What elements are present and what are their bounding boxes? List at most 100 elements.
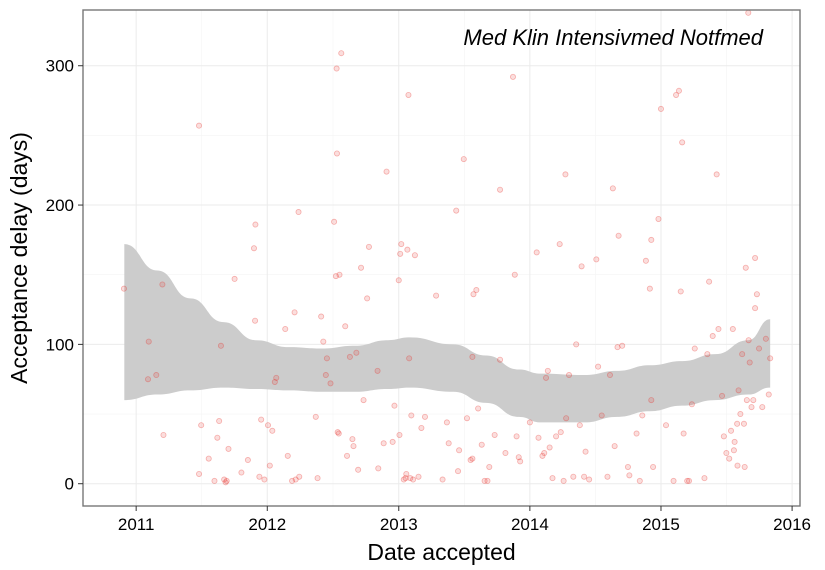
data-point bbox=[701, 475, 708, 482]
data-point bbox=[756, 345, 763, 352]
x-tick-label: 2015 bbox=[642, 515, 680, 534]
data-point bbox=[433, 292, 440, 299]
data-point bbox=[741, 463, 748, 470]
data-point bbox=[593, 256, 600, 263]
data-point bbox=[675, 87, 682, 94]
data-point bbox=[541, 450, 548, 457]
data-point bbox=[578, 263, 585, 270]
data-point bbox=[704, 351, 711, 358]
data-point bbox=[767, 355, 774, 362]
data-point bbox=[475, 405, 482, 412]
data-point bbox=[734, 462, 741, 469]
data-point bbox=[460, 156, 467, 163]
x-tick-label: 2011 bbox=[118, 515, 155, 534]
data-point bbox=[473, 287, 480, 294]
data-point bbox=[753, 291, 760, 298]
data-point bbox=[402, 475, 409, 482]
data-point bbox=[745, 337, 752, 344]
data-point bbox=[586, 476, 593, 483]
data-point bbox=[566, 372, 573, 379]
data-point bbox=[395, 277, 402, 284]
y-tick-label: 0 bbox=[65, 475, 74, 494]
data-point bbox=[410, 476, 417, 483]
y-axis-title: Acceptance delay (days) bbox=[6, 132, 32, 384]
data-point bbox=[264, 422, 271, 429]
data-point bbox=[543, 374, 550, 381]
y-tick-label: 300 bbox=[46, 57, 74, 76]
data-point bbox=[374, 367, 381, 374]
data-point bbox=[455, 468, 462, 475]
data-point bbox=[745, 9, 752, 16]
data-point bbox=[338, 50, 345, 57]
data-point bbox=[742, 264, 749, 271]
data-point bbox=[734, 420, 741, 427]
data-point bbox=[358, 264, 365, 271]
data-point bbox=[364, 295, 371, 302]
data-point bbox=[609, 185, 616, 192]
data-point bbox=[222, 479, 229, 486]
data-point bbox=[120, 285, 127, 292]
chart-annotation: Med Klin Intensivmed Notfmed bbox=[463, 25, 763, 50]
data-point bbox=[334, 429, 341, 436]
data-point bbox=[470, 291, 477, 298]
data-point bbox=[333, 65, 340, 72]
data-point bbox=[728, 427, 735, 434]
data-point bbox=[646, 285, 653, 292]
data-point bbox=[746, 359, 753, 366]
points-layer bbox=[120, 9, 774, 486]
data-point bbox=[273, 374, 280, 381]
data-point bbox=[511, 271, 518, 278]
data-point bbox=[762, 335, 769, 342]
data-point bbox=[453, 207, 460, 214]
data-point bbox=[557, 429, 564, 436]
data-point bbox=[411, 252, 418, 259]
data-point bbox=[333, 150, 340, 157]
data-point bbox=[752, 305, 759, 312]
data-point bbox=[633, 430, 640, 437]
data-point bbox=[611, 443, 618, 450]
data-point bbox=[563, 415, 570, 422]
data-point bbox=[481, 477, 488, 484]
data-point bbox=[737, 411, 744, 418]
data-point bbox=[445, 440, 452, 447]
data-point bbox=[198, 422, 205, 429]
data-point bbox=[406, 355, 413, 362]
confidence-band-layer bbox=[124, 244, 771, 423]
data-point bbox=[526, 419, 533, 426]
data-point bbox=[342, 323, 349, 330]
data-point bbox=[619, 342, 626, 349]
data-point bbox=[375, 465, 382, 472]
data-point bbox=[657, 105, 664, 112]
data-point bbox=[517, 458, 524, 465]
x-axis: 2011 2012 2013 2014 2015 2016 bbox=[118, 506, 811, 534]
data-point bbox=[573, 341, 580, 348]
data-point bbox=[223, 477, 230, 484]
data-point bbox=[400, 476, 407, 483]
data-point bbox=[663, 422, 670, 429]
data-point bbox=[291, 309, 298, 316]
data-point bbox=[244, 457, 251, 464]
data-point bbox=[614, 344, 621, 351]
data-point bbox=[606, 372, 613, 379]
data-point bbox=[679, 139, 686, 146]
plot-frame bbox=[82, 9, 801, 507]
data-point bbox=[289, 477, 296, 484]
data-point bbox=[509, 73, 516, 80]
data-point bbox=[346, 353, 353, 360]
data-point bbox=[418, 424, 425, 431]
data-point bbox=[709, 333, 716, 340]
data-point bbox=[677, 288, 684, 295]
x-tick-label: 2016 bbox=[773, 515, 811, 534]
data-point bbox=[403, 470, 410, 477]
data-point bbox=[688, 401, 695, 408]
data-point bbox=[221, 476, 228, 483]
data-point bbox=[502, 450, 509, 457]
data-point bbox=[729, 326, 736, 333]
data-point bbox=[408, 412, 415, 419]
data-point bbox=[576, 422, 583, 429]
data-point bbox=[336, 271, 343, 278]
data-point bbox=[706, 278, 713, 285]
data-point bbox=[318, 313, 325, 320]
data-point bbox=[759, 404, 766, 411]
data-point bbox=[648, 397, 655, 404]
